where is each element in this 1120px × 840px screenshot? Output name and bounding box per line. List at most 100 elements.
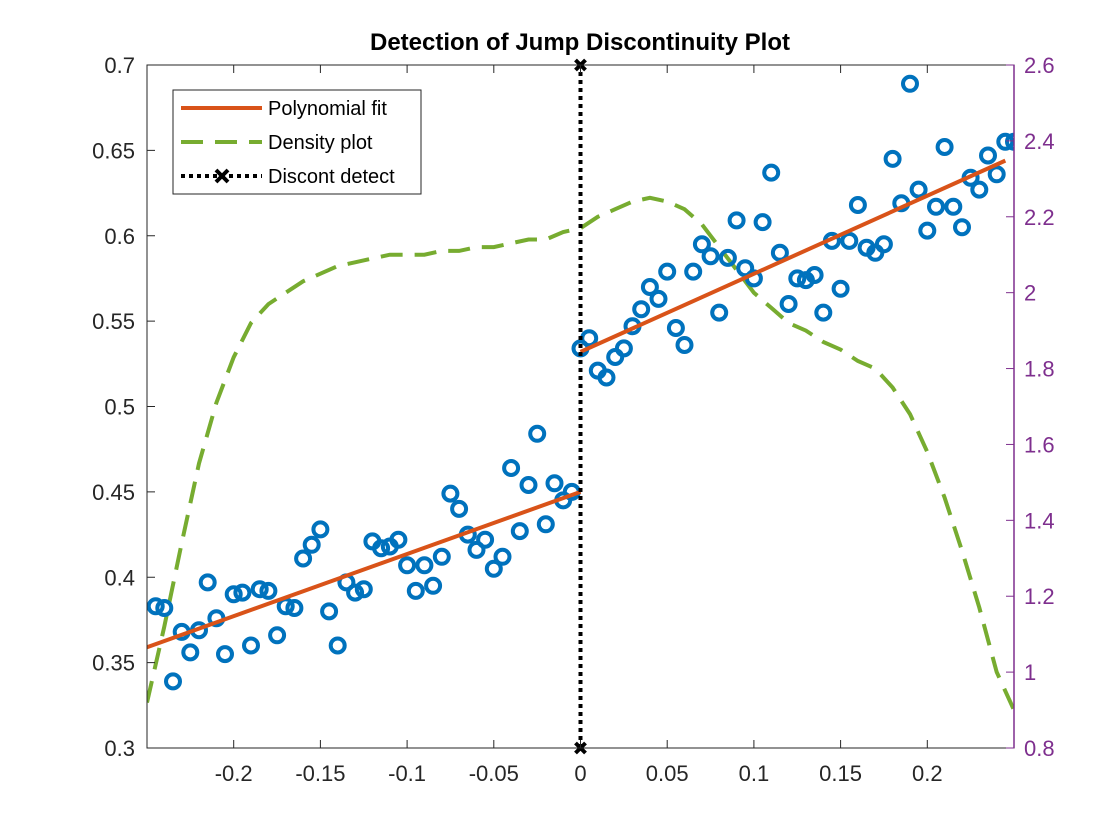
density-plot-line [147, 195, 1014, 711]
scatter-point [536, 515, 555, 534]
scatter-point [979, 146, 997, 165]
scatter-point [372, 539, 391, 558]
scatter-point [614, 339, 633, 358]
scatter-point [545, 474, 564, 493]
scatter-point [354, 580, 373, 599]
scatter-point [944, 197, 963, 216]
scatter-point [788, 269, 807, 288]
scatter-point [389, 530, 408, 549]
scatter-point [198, 573, 217, 592]
scatter-point [692, 235, 711, 254]
scatter-point [398, 556, 417, 575]
x-tick-label: -0.05 [469, 761, 519, 786]
scatter-point [216, 645, 234, 664]
y2-tick-label: 2 [1024, 281, 1036, 306]
scatter-point [640, 278, 659, 296]
scatter-point [441, 484, 460, 503]
scatter-point [147, 597, 165, 616]
scatter-point [259, 581, 278, 600]
x-tick-label: -0.15 [295, 761, 345, 786]
scatter-point [918, 221, 937, 240]
y2-tick-label: 1 [1024, 660, 1036, 685]
scatter-point [736, 259, 755, 278]
y2-tick-label: 1.8 [1024, 357, 1055, 382]
y-tick-label: 0.3 [104, 736, 135, 761]
scatter-point [831, 279, 850, 298]
scatter-point [268, 626, 287, 645]
scatter-point [701, 247, 720, 266]
scatter-point [840, 231, 859, 250]
scatter-point [927, 197, 945, 216]
scatter-point [242, 636, 260, 655]
scatter-point [718, 248, 737, 267]
x-tick-label: 0.05 [646, 761, 689, 786]
scatter-point [224, 585, 243, 604]
y2-tick-label: 1.2 [1024, 584, 1055, 609]
y-tick-label: 0.4 [104, 565, 135, 590]
y2-tick-label: 1.6 [1024, 432, 1055, 457]
scatter-point [658, 262, 677, 281]
scatter-point [233, 583, 252, 602]
scatter-point [432, 547, 451, 566]
scatter-point [1005, 132, 1014, 151]
chart-title: Detection of Jump Discontinuity Plot [370, 29, 790, 56]
x-tick-label: 0.2 [912, 761, 943, 786]
scatter-point [467, 540, 486, 559]
y2-tick-label: 1.4 [1024, 508, 1055, 533]
scatter-point [874, 235, 893, 254]
scatter-point [450, 499, 469, 518]
scatter-point [181, 643, 200, 662]
scatter-point [805, 266, 824, 284]
y-tick-label: 0.6 [104, 224, 135, 249]
polynomial-fit-line [147, 489, 582, 650]
scatter-point [770, 243, 789, 262]
scatter-point [415, 556, 434, 575]
scatter-point [935, 138, 954, 156]
y-tick-label: 0.45 [92, 480, 135, 505]
scatter-point [285, 599, 304, 617]
scatter-point [666, 319, 685, 337]
scatter-point [649, 289, 668, 308]
scatter-point [502, 459, 521, 477]
y-tick-label: 0.5 [104, 395, 135, 420]
scatter-point [632, 300, 651, 319]
y2-tick-label: 2.6 [1024, 53, 1055, 78]
x-tick-label: -0.1 [388, 761, 426, 786]
y-tick-label: 0.7 [104, 53, 135, 78]
scatter-point [684, 262, 703, 281]
x-tick-label: 0.1 [739, 761, 770, 786]
scatter-point [597, 368, 616, 387]
legend-discont-marker [214, 168, 230, 184]
x-tick-label: 0 [574, 761, 586, 786]
legend-discont-label: Discont detect [268, 166, 395, 188]
y2-tick-label: 0.8 [1024, 736, 1055, 761]
scatter-point [528, 424, 547, 443]
scatter-point [164, 672, 182, 691]
scatter-point [311, 520, 330, 539]
scatter-point [406, 581, 425, 600]
y-tick-label: 0.65 [92, 138, 135, 163]
scatter-point [901, 74, 919, 93]
scatter-point [779, 295, 798, 313]
scatter-point [484, 559, 503, 578]
y2-tick-label: 2.4 [1024, 129, 1055, 154]
y2-tick-label: 2.2 [1024, 205, 1055, 230]
scatter-point [493, 547, 512, 566]
scatter-point [883, 149, 902, 168]
scatter-point [762, 163, 781, 182]
legend: Polynomial fit Density plot Discont dete… [172, 89, 422, 195]
scatter-point [987, 165, 1006, 184]
scatter-point [675, 336, 694, 354]
scatter-point [710, 303, 729, 322]
scatter-point [848, 196, 867, 214]
scatter-point [814, 303, 833, 322]
scatter-point [250, 580, 269, 599]
polynomial-fit-line [579, 158, 1007, 354]
scatter-point [510, 522, 529, 541]
y-tick-label: 0.35 [92, 651, 135, 676]
y-tick-label: 0.55 [92, 309, 135, 334]
scatter-point [753, 213, 772, 232]
scatter-point [970, 180, 989, 199]
legend-density-label: Density plot [268, 132, 373, 154]
